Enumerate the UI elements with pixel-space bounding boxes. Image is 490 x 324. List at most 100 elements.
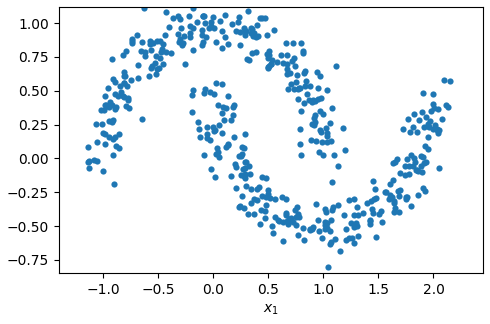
Point — [297, 153, 305, 158]
Point — [297, 41, 305, 46]
Point — [218, 111, 225, 116]
Point — [424, 135, 432, 140]
Point — [352, 220, 360, 226]
Point — [220, 12, 228, 17]
Point — [390, 200, 398, 205]
Point — [109, 117, 117, 122]
Point — [134, 62, 142, 67]
Point — [203, 131, 211, 136]
Point — [203, 124, 211, 130]
Point — [294, 96, 302, 101]
Point — [286, 71, 294, 76]
Point — [328, 207, 336, 213]
Point — [128, 36, 136, 41]
Point — [238, 172, 245, 178]
Point — [194, 19, 201, 24]
Point — [84, 145, 92, 150]
Point — [241, 29, 249, 34]
Point — [429, 101, 437, 107]
Point — [207, 23, 215, 29]
Point — [285, 216, 293, 221]
Point — [326, 242, 334, 247]
Point — [133, 33, 141, 38]
Point — [321, 126, 329, 131]
Point — [322, 209, 330, 214]
Point — [99, 131, 107, 136]
Point — [189, 6, 197, 11]
Point — [289, 41, 297, 46]
Point — [218, 45, 225, 51]
Point — [295, 214, 303, 220]
Point — [258, 16, 266, 21]
Point — [372, 235, 380, 240]
Point — [323, 131, 331, 136]
Point — [386, 181, 394, 187]
Point — [297, 108, 305, 113]
Point — [240, 145, 247, 151]
Point — [207, 20, 215, 25]
Point — [413, 167, 421, 172]
Point — [308, 99, 316, 105]
Point — [421, 144, 429, 149]
Point — [232, 29, 240, 34]
Point — [343, 238, 350, 243]
Point — [230, 103, 238, 108]
Point — [332, 64, 340, 69]
Point — [271, 214, 279, 220]
Point — [403, 195, 411, 200]
Point — [115, 132, 122, 137]
Point — [368, 199, 375, 204]
Point — [100, 102, 108, 107]
Point — [153, 39, 161, 44]
Point — [108, 102, 116, 107]
Point — [435, 166, 443, 171]
Point — [211, 92, 219, 97]
Point — [207, 166, 215, 171]
Point — [239, 166, 246, 171]
Point — [238, 193, 246, 199]
Point — [424, 146, 432, 151]
Point — [295, 85, 303, 90]
Point — [388, 195, 396, 200]
Point — [424, 122, 432, 127]
Point — [306, 226, 314, 231]
Point — [112, 143, 120, 148]
Point — [264, 188, 272, 193]
Point — [264, 192, 271, 197]
Point — [265, 65, 272, 71]
Point — [121, 94, 128, 99]
Point — [101, 141, 109, 146]
Point — [213, 145, 221, 150]
Point — [311, 112, 319, 118]
Point — [294, 212, 301, 217]
Point — [241, 171, 249, 177]
Point — [253, 23, 261, 28]
Point — [317, 130, 324, 135]
Point — [327, 239, 335, 245]
Point — [237, 2, 245, 7]
Point — [339, 125, 347, 130]
Point — [433, 127, 441, 133]
Point — [120, 73, 128, 78]
Point — [218, 28, 225, 33]
Point — [200, 14, 208, 19]
Point — [227, 118, 235, 123]
Point — [85, 159, 93, 164]
Point — [261, 216, 269, 221]
Point — [147, 47, 155, 52]
Point — [124, 96, 132, 101]
Point — [394, 188, 402, 193]
Point — [252, 34, 260, 40]
Point — [300, 101, 308, 106]
Point — [241, 205, 248, 211]
Point — [185, 14, 193, 19]
Point — [369, 197, 377, 202]
Point — [247, 186, 255, 191]
Point — [323, 133, 331, 138]
Point — [258, 193, 266, 198]
Point — [287, 215, 295, 220]
Point — [419, 185, 427, 190]
Point — [111, 92, 119, 97]
Point — [195, 127, 203, 132]
Point — [314, 85, 321, 90]
